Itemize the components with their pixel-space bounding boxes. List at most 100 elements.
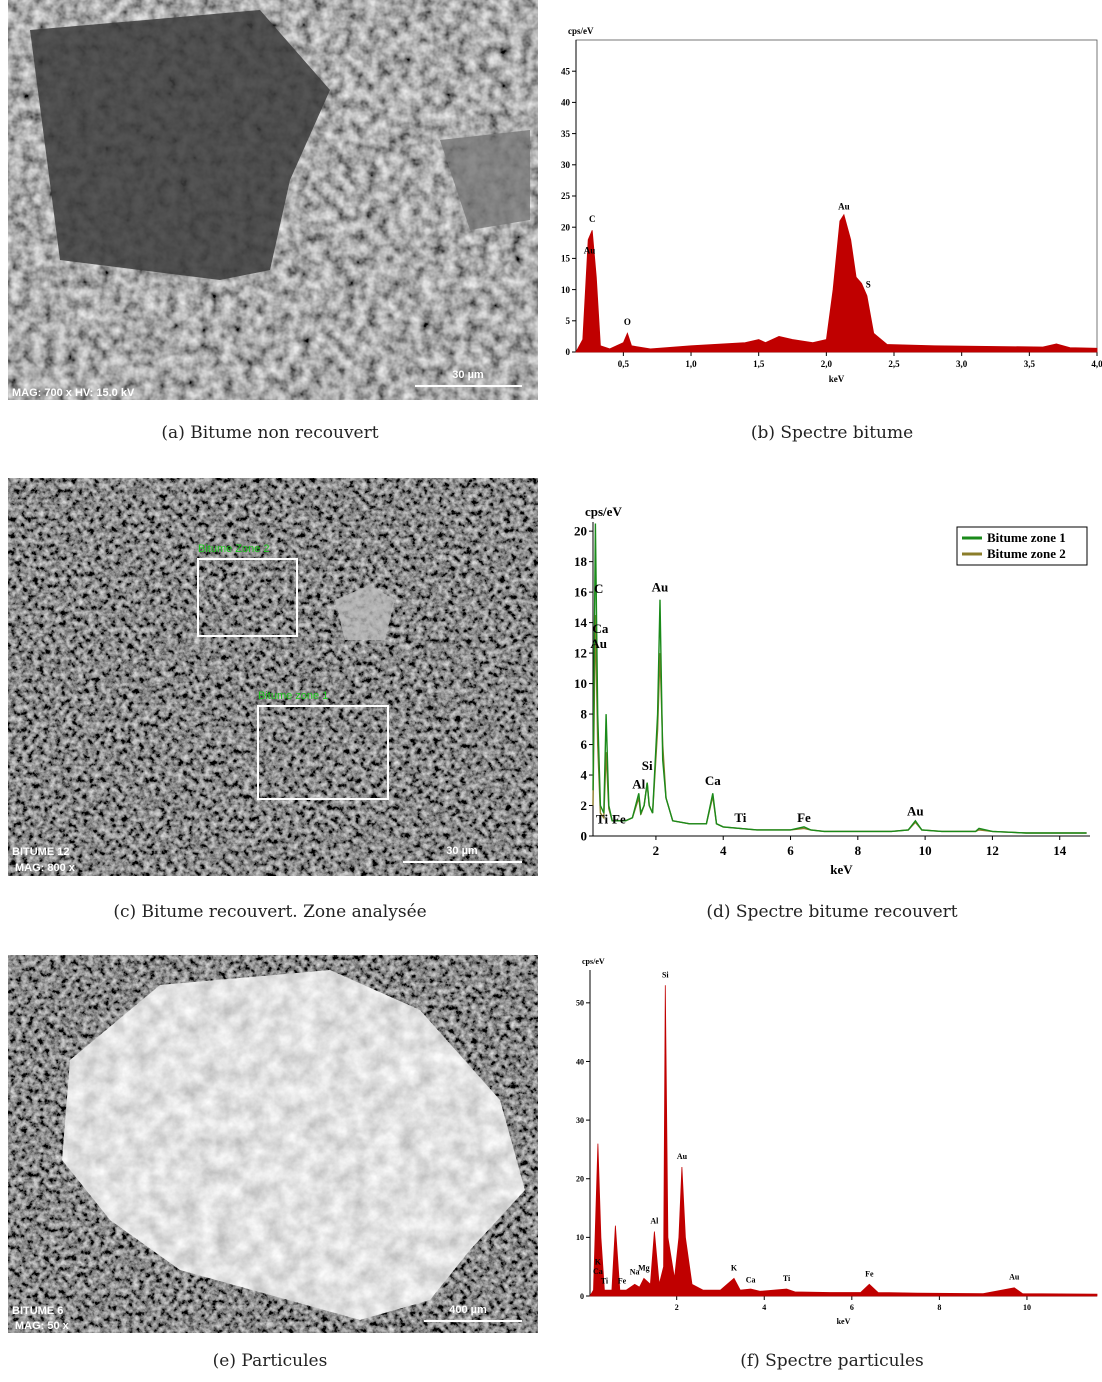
y-tick-label: 50 — [576, 999, 584, 1008]
y-tick-label: 15 — [561, 254, 571, 264]
x-tick-label: 3,0 — [956, 359, 968, 369]
y-tick-label: 0 — [566, 347, 571, 357]
peak-label: Ti — [596, 811, 608, 826]
x-axis-label: keV — [829, 374, 845, 384]
x-tick-label: 2 — [653, 843, 660, 858]
peak-label: Ti — [783, 1274, 791, 1283]
peak-label: S — [866, 280, 871, 290]
caption: (c) Bitume recouvert. Zone analysée — [113, 902, 426, 922]
peak-label: C — [589, 214, 596, 224]
spectrum-area — [575, 213, 1098, 353]
sem-feature — [440, 130, 530, 230]
scale-label: 400 µm — [449, 1304, 487, 1316]
legend-box — [956, 526, 1088, 566]
spectrum-area — [589, 985, 1098, 1297]
y-axis-label: cps/eV — [582, 957, 605, 966]
x-axis-label: keV — [830, 862, 853, 877]
peak-label: Au — [590, 636, 607, 651]
y-tick-label: 10 — [576, 1233, 584, 1242]
x-tick-label: 10 — [1023, 1303, 1031, 1312]
sem-feature — [335, 585, 395, 640]
x-tick-label: 1,0 — [685, 359, 697, 369]
peak-label: Au — [838, 202, 850, 212]
peak-label: Fe — [612, 811, 626, 826]
x-axis-label: keV — [837, 1317, 851, 1326]
x-tick-label: 10 — [919, 843, 932, 858]
peak-label: Au — [652, 580, 669, 595]
y-tick-label: 30 — [576, 1116, 584, 1125]
peak-label: O — [624, 317, 631, 327]
y-tick-label: 18 — [574, 554, 588, 569]
x-tick-label: 4 — [762, 1303, 766, 1312]
x-tick-label: 2,5 — [888, 359, 900, 369]
image-label: MAG: 700 x HV: 15.0 kV — [12, 387, 135, 399]
peak-label: Ca — [593, 1267, 603, 1276]
caption: (d) Spectre bitume recouvert — [706, 902, 957, 922]
legend-label: Bitume zone 2 — [987, 546, 1066, 561]
y-tick-label: 40 — [561, 98, 571, 108]
image-label: MAG: 800 x — [15, 862, 76, 874]
image-label: BITUME 12 — [12, 846, 69, 858]
peak-label: K — [731, 1264, 738, 1273]
peak-label: Si — [662, 970, 669, 979]
peak-label: Au — [907, 804, 924, 819]
peak-label: Ca — [592, 621, 608, 636]
x-tick-label: 2 — [675, 1303, 679, 1312]
x-tick-label: 8 — [855, 843, 862, 858]
y-tick-label: 25 — [561, 191, 571, 201]
x-tick-label: 2,0 — [821, 359, 833, 369]
peak-label: Au — [677, 1152, 688, 1161]
peak-label: K — [595, 1258, 602, 1267]
zone-box — [257, 705, 389, 800]
y-tick-label: 30 — [561, 160, 571, 170]
y-tick-label: 45 — [561, 66, 571, 76]
peak-label: Al — [632, 776, 645, 791]
x-tick-label: 12 — [986, 843, 999, 858]
y-tick-label: 0 — [581, 829, 588, 844]
peak-label: Ti — [734, 810, 746, 825]
peak-label: Na — [630, 1268, 640, 1277]
sem-feature — [30, 10, 330, 280]
peak-label: Au — [1009, 1272, 1020, 1281]
sem-image — [8, 478, 538, 876]
y-tick-label: 20 — [574, 524, 587, 539]
peak-label: C — [594, 581, 603, 596]
caption: (b) Spectre bitume — [751, 423, 913, 443]
spectrum-line — [592, 523, 1087, 834]
y-tick-label: 4 — [581, 768, 588, 783]
x-tick-label: 0,5 — [618, 359, 630, 369]
x-tick-label: 3,5 — [1024, 359, 1036, 369]
peak-label: Au — [584, 245, 596, 255]
y-tick-label: 14 — [574, 615, 588, 630]
peak-label: Fe — [865, 1269, 874, 1278]
y-tick-label: 40 — [576, 1057, 584, 1066]
caption: (e) Particules — [213, 1351, 328, 1371]
y-tick-label: 20 — [561, 222, 571, 232]
x-tick-label: 6 — [787, 843, 794, 858]
x-tick-label: 14 — [1053, 843, 1067, 858]
y-tick-label: 10 — [574, 676, 587, 691]
y-tick-label: 8 — [581, 707, 588, 722]
x-tick-label: 1,5 — [753, 359, 765, 369]
peak-label: Ca — [746, 1275, 756, 1284]
x-tick-label: 4 — [720, 843, 727, 858]
caption: (a) Bitume non recouvert — [161, 423, 378, 443]
peak-label: Si — [642, 758, 653, 773]
y-tick-label: 0 — [580, 1292, 584, 1301]
image-label: BITUME 6 — [12, 1305, 63, 1317]
x-tick-label: 6 — [850, 1303, 854, 1312]
zone-box — [197, 558, 298, 637]
y-axis-label: cps/eV — [568, 26, 594, 36]
caption: (f) Spectre particules — [740, 1351, 924, 1371]
scale-label: 30 µm — [446, 845, 478, 857]
y-tick-label: 35 — [561, 129, 571, 139]
y-tick-label: 2 — [581, 798, 588, 813]
peak-label: Ti — [601, 1276, 609, 1285]
y-tick-label: 16 — [574, 585, 588, 600]
peak-label: Mg — [638, 1264, 650, 1273]
scale-label: 30 µm — [452, 369, 484, 381]
x-tick-label: 8 — [937, 1303, 941, 1312]
y-axis-label: cps/eV — [585, 504, 622, 519]
